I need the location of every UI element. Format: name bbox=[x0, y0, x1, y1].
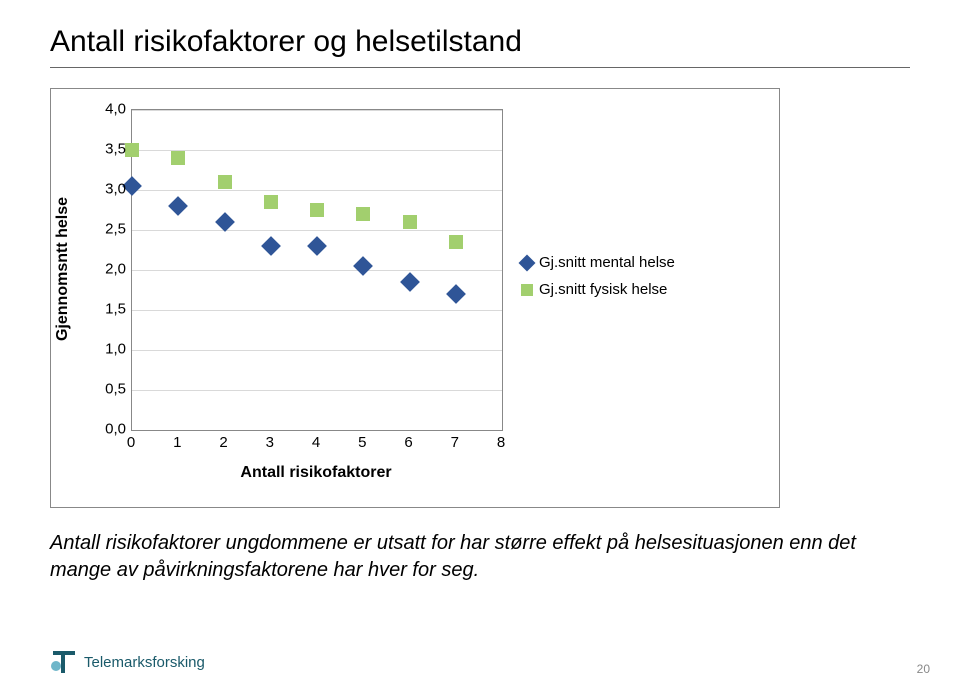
legend: Gj.snitt mental helse Gj.snitt fysisk hel… bbox=[521, 254, 675, 308]
brand-logo-icon bbox=[50, 648, 78, 676]
data-point bbox=[353, 256, 373, 276]
gridline bbox=[132, 270, 502, 271]
data-point bbox=[400, 272, 420, 292]
x-axis-label: Antall risikofaktorer bbox=[240, 464, 391, 482]
legend-label: Gj.snitt fysisk helse bbox=[539, 281, 667, 298]
data-point bbox=[215, 212, 235, 232]
data-point bbox=[446, 284, 466, 304]
legend-swatch bbox=[519, 254, 536, 271]
x-tick-label: 2 bbox=[214, 434, 234, 451]
x-tick-label: 0 bbox=[121, 434, 141, 451]
y-tick-label: 3,0 bbox=[86, 181, 126, 198]
data-point bbox=[403, 215, 417, 229]
data-point bbox=[449, 235, 463, 249]
x-tick-label: 4 bbox=[306, 434, 326, 451]
x-tick-label: 7 bbox=[445, 434, 465, 451]
data-point bbox=[264, 195, 278, 209]
title-underline bbox=[50, 67, 910, 68]
data-point bbox=[307, 236, 327, 256]
data-point bbox=[310, 203, 324, 217]
data-point bbox=[218, 175, 232, 189]
page-number: 20 bbox=[917, 662, 930, 676]
legend-label: Gj.snitt mental helse bbox=[539, 254, 675, 271]
legend-item: Gj.snitt fysisk helse bbox=[521, 281, 675, 298]
page-title: Antall risikofaktorer og helsetilstand bbox=[50, 25, 910, 59]
x-tick-label: 6 bbox=[399, 434, 419, 451]
gridline bbox=[132, 110, 502, 111]
plot-area bbox=[131, 109, 503, 431]
data-point bbox=[168, 196, 188, 216]
gridline bbox=[132, 150, 502, 151]
data-point bbox=[261, 236, 281, 256]
brand-name: Telemarksforsking bbox=[84, 654, 205, 671]
gridline bbox=[132, 390, 502, 391]
y-tick-label: 0,0 bbox=[86, 421, 126, 438]
y-tick-label: 0,5 bbox=[86, 381, 126, 398]
x-tick-label: 3 bbox=[260, 434, 280, 451]
y-tick-label: 2,0 bbox=[86, 261, 126, 278]
legend-item: Gj.snitt mental helse bbox=[521, 254, 675, 271]
chart-container: Gjennomsntt helse Antall risikofaktorer … bbox=[50, 88, 780, 508]
caption-text: Antall risikofaktorer ungdommene er utsa… bbox=[50, 530, 870, 584]
x-tick-label: 8 bbox=[491, 434, 511, 451]
y-tick-label: 2,5 bbox=[86, 221, 126, 238]
data-point bbox=[125, 143, 139, 157]
footer-brand: Telemarksforsking bbox=[50, 648, 205, 676]
x-tick-label: 1 bbox=[167, 434, 187, 451]
legend-swatch bbox=[521, 284, 533, 296]
y-axis-label: Gjennomsntt helse bbox=[54, 197, 72, 341]
data-point bbox=[356, 207, 370, 221]
y-tick-label: 1,5 bbox=[86, 301, 126, 318]
x-tick-label: 5 bbox=[352, 434, 372, 451]
gridline bbox=[132, 190, 502, 191]
y-tick-label: 4,0 bbox=[86, 101, 126, 118]
gridline bbox=[132, 310, 502, 311]
gridline bbox=[132, 230, 502, 231]
y-tick-label: 3,5 bbox=[86, 141, 126, 158]
data-point bbox=[171, 151, 185, 165]
y-tick-label: 1,0 bbox=[86, 341, 126, 358]
gridline bbox=[132, 350, 502, 351]
